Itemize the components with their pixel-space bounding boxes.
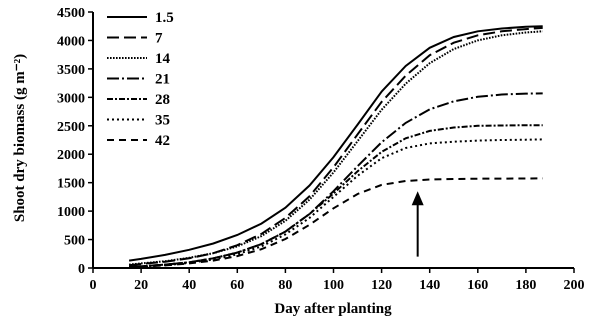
legend-label: 1.5 bbox=[155, 10, 174, 26]
legend-label: 21 bbox=[155, 72, 170, 88]
legend-label: 14 bbox=[155, 51, 171, 67]
x-tick-label: 100 bbox=[323, 278, 344, 293]
y-tick-label: 1000 bbox=[57, 205, 85, 220]
series-lines bbox=[128, 25, 543, 269]
x-tick-label: 60 bbox=[230, 278, 244, 293]
y-tick-label: 2000 bbox=[57, 148, 85, 163]
x-tick-label: 20 bbox=[134, 278, 148, 293]
x-tick-label: 120 bbox=[371, 278, 392, 293]
x-tick-label: 140 bbox=[419, 278, 440, 293]
legend-label: 7 bbox=[155, 31, 163, 47]
legend-label: 28 bbox=[155, 92, 170, 108]
legend: 1.5 7 14 21 28 35 42 bbox=[107, 10, 174, 149]
y-tick-label: 4500 bbox=[57, 6, 85, 21]
y-tick-label: 3000 bbox=[57, 91, 85, 106]
series-line-3 bbox=[129, 92, 543, 268]
x-tick-label: 40 bbox=[182, 278, 196, 293]
y-axis-title: Shoot dry biomass (g m⁻²) bbox=[12, 54, 28, 222]
x-tick-label: 0 bbox=[90, 278, 97, 293]
y-tick-label: 0 bbox=[78, 262, 85, 277]
series-line-6 bbox=[129, 177, 543, 269]
series-line-2 bbox=[129, 30, 543, 266]
x-axis-title: Day after planting bbox=[274, 301, 392, 317]
legend-label: 35 bbox=[155, 113, 170, 129]
x-tick-label: 80 bbox=[278, 278, 292, 293]
series-line-0 bbox=[128, 25, 543, 262]
ticks: 0 20 40 60 80 100 120 140 160 180 2000500100015002… bbox=[57, 6, 585, 293]
legend-label: 42 bbox=[155, 133, 170, 149]
x-tick-label: 200 bbox=[564, 278, 585, 293]
series-line-4 bbox=[129, 124, 543, 268]
y-tick-label: 2500 bbox=[57, 120, 85, 135]
y-tick-label: 4000 bbox=[57, 34, 85, 49]
x-tick-label: 180 bbox=[515, 278, 536, 293]
arrow-head bbox=[411, 191, 424, 206]
x-tick-label: 160 bbox=[467, 278, 488, 293]
y-tick-label: 500 bbox=[64, 234, 85, 249]
annotation-arrow bbox=[411, 191, 424, 257]
series-line-5 bbox=[129, 138, 543, 268]
y-tick-label: 3500 bbox=[57, 63, 85, 78]
series-line-1 bbox=[129, 26, 543, 267]
y-tick-label: 1500 bbox=[57, 177, 85, 192]
